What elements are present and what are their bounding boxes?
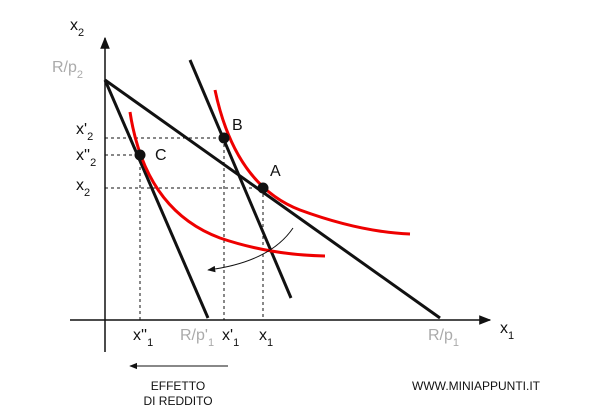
effect-label: EFFETTO — [151, 379, 205, 393]
label-sub: 1 — [233, 337, 239, 349]
x-label: R/p'1 — [180, 327, 214, 349]
label-sub: 1 — [508, 330, 514, 342]
label-main: x — [500, 320, 508, 337]
label-main: x — [259, 327, 267, 344]
label-sub: 1 — [147, 337, 153, 349]
label-main: x — [76, 177, 84, 194]
label-sub: 2 — [77, 69, 83, 81]
y-label: x2 — [76, 177, 90, 199]
label-sub: 1 — [453, 337, 459, 349]
effect-label: DI REDDITO — [143, 394, 212, 408]
point-label: B — [232, 117, 243, 134]
point-label: A — [270, 163, 281, 180]
y-label: x''2 — [76, 147, 96, 169]
website: WWW.MINIAPPUNTI.IT — [412, 379, 541, 393]
label-sub: 2 — [87, 131, 93, 143]
indifference-curve — [128, 111, 326, 258]
label-sub: 2 — [84, 187, 90, 199]
label-sub: 1 — [267, 337, 273, 349]
point — [134, 149, 146, 161]
x-label: x''1 — [133, 327, 153, 349]
y-axis-label: x2 — [70, 17, 84, 39]
label-sub: 1 — [208, 337, 214, 349]
shift-arrow — [207, 227, 294, 273]
label-main: R/p — [428, 327, 453, 344]
point-label: C — [155, 147, 167, 164]
label-main: R/p — [52, 59, 77, 76]
point — [257, 182, 269, 194]
label-sub: 2 — [90, 157, 96, 169]
label-main: x' — [222, 327, 233, 344]
y-label: R/p2 — [52, 59, 83, 81]
x-label: R/p1 — [428, 327, 459, 349]
label-sub: 2 — [78, 27, 84, 39]
label-main: x — [70, 17, 78, 34]
label-main: x' — [76, 121, 87, 138]
guides — [105, 137, 264, 320]
x-axis-label: x1 — [500, 320, 514, 342]
label-main: x'' — [133, 327, 147, 344]
x-label: x'1 — [222, 327, 239, 349]
budget-lines — [103, 59, 441, 320]
x-label: x1 — [259, 327, 273, 349]
label-main: x'' — [76, 147, 90, 164]
y-label: x'2 — [76, 121, 93, 143]
label-main: R/p' — [180, 327, 208, 344]
point — [218, 132, 230, 144]
indifference-curve — [213, 89, 411, 236]
